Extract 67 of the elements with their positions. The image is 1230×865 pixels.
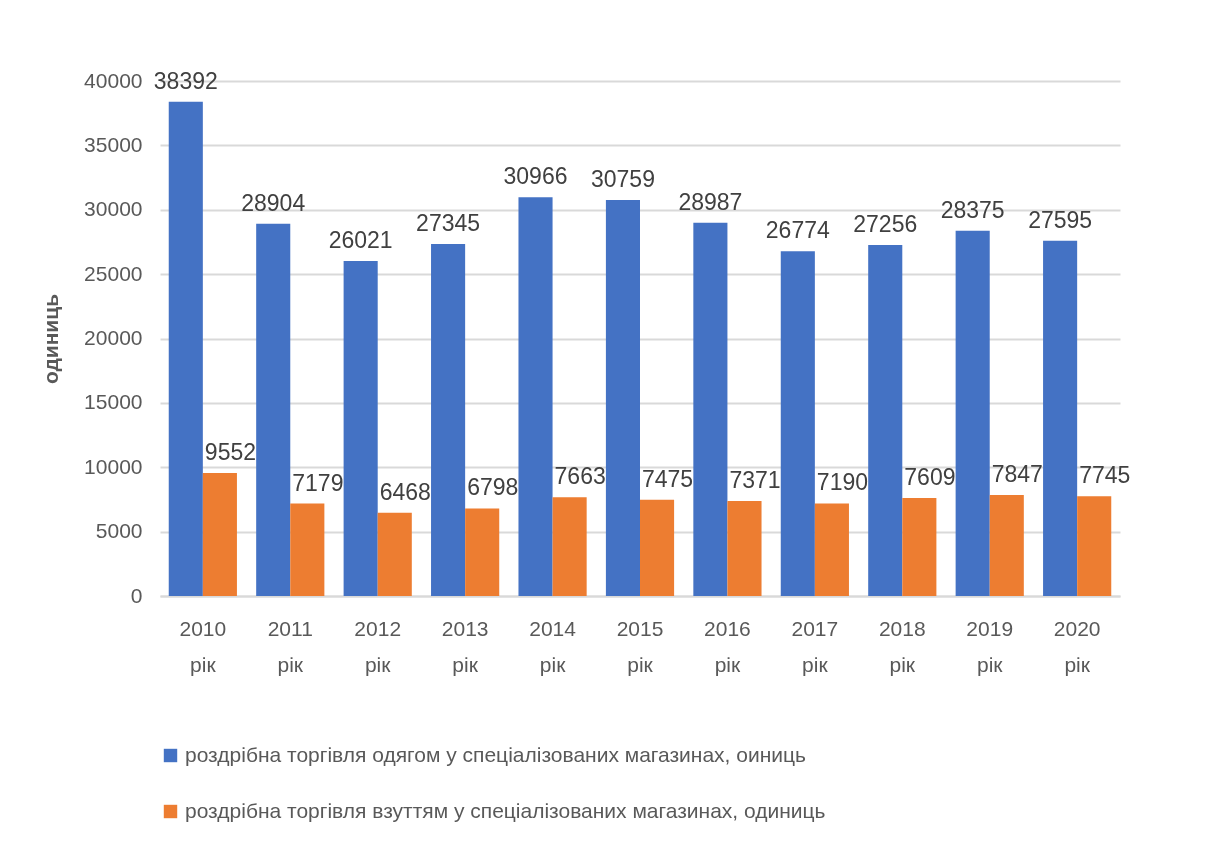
bar <box>727 501 762 596</box>
data-label: 7745 <box>1079 462 1131 489</box>
data-label: 26021 <box>328 226 393 253</box>
legend-label: роздрібна торгівля взуттям у спеціалізованих магазинах, одиниць <box>185 798 826 822</box>
y-tick-label: 40000 <box>84 68 143 92</box>
bar <box>1043 240 1078 596</box>
data-label: 28987 <box>678 188 743 215</box>
bar <box>605 199 640 596</box>
legend-label: роздрібна торгівля одягом у спеціалізованих магазинах, оиниць <box>185 742 807 766</box>
bar <box>343 260 378 596</box>
data-label: 28375 <box>940 196 1005 223</box>
bar <box>552 497 587 596</box>
x-tick-label: 2010 рік <box>179 616 227 676</box>
data-label: 7609 <box>904 464 956 491</box>
x-tick-label: 2017 рік <box>791 616 839 676</box>
bar <box>202 473 237 596</box>
bar <box>868 245 903 596</box>
data-label: 6798 <box>467 474 519 501</box>
bar <box>780 251 815 596</box>
data-label: 38392 <box>153 67 218 94</box>
x-tick-label: 2014 рік <box>529 616 577 676</box>
bar <box>640 499 675 596</box>
x-tick-label: 2019 рік <box>966 616 1014 676</box>
data-label: 7190 <box>816 469 869 496</box>
data-label: 7847 <box>991 460 1043 487</box>
bar <box>814 503 849 596</box>
bar <box>693 222 728 596</box>
x-tick-label: 2016 рік <box>704 616 751 676</box>
data-label: 28904 <box>241 189 306 216</box>
data-label: 7475 <box>642 465 694 492</box>
x-tick-label: 2015 рік <box>616 616 664 676</box>
bar <box>168 101 203 596</box>
bar <box>518 197 553 596</box>
x-tick-label: 2011 рік <box>267 616 313 676</box>
bar <box>256 223 291 596</box>
bar <box>955 230 990 596</box>
x-tick-label: 2012 рік <box>354 616 402 676</box>
bar <box>1077 496 1112 596</box>
y-tick-label: 35000 <box>84 132 143 156</box>
y-tick-label: 30000 <box>84 197 143 221</box>
data-label: 26774 <box>765 217 830 244</box>
y-axis-title: одиниць <box>39 293 63 385</box>
bar <box>989 494 1024 596</box>
y-tick-label: 0 <box>130 583 143 607</box>
data-label: 9552 <box>204 439 257 466</box>
x-tick-label: 2013 рік <box>441 616 489 676</box>
data-label: 30966 <box>503 163 568 190</box>
bar <box>431 243 466 596</box>
data-label: 7371 <box>729 467 781 494</box>
data-label: 27595 <box>1028 206 1093 233</box>
bar <box>902 498 937 596</box>
y-tick-label: 15000 <box>84 390 143 414</box>
data-label: 7179 <box>292 469 344 496</box>
data-label: 6468 <box>379 478 431 505</box>
data-label: 7663 <box>554 463 606 490</box>
y-tick-label: 25000 <box>84 261 143 285</box>
bar <box>465 508 500 596</box>
y-tick-label: 20000 <box>84 326 143 349</box>
x-tick-label: 2018 рік <box>878 616 926 676</box>
y-tick-label: 5000 <box>95 519 143 543</box>
data-label: 27345 <box>416 209 481 236</box>
data-label: 30759 <box>590 165 655 192</box>
y-tick-label: 10000 <box>84 454 143 478</box>
data-label: 27256 <box>853 211 918 238</box>
x-tick-label: 2020 рік <box>1053 616 1101 676</box>
bar <box>377 512 412 596</box>
bar <box>290 503 325 596</box>
